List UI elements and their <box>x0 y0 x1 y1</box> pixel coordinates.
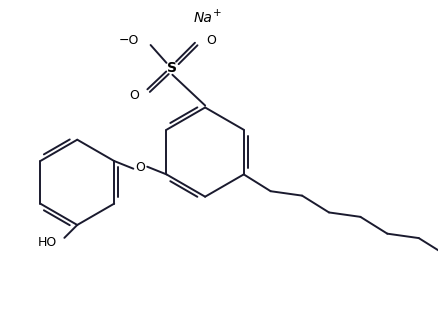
Text: S: S <box>167 61 177 75</box>
Text: HO: HO <box>38 236 58 249</box>
Text: O: O <box>129 89 139 102</box>
Text: Na: Na <box>193 11 212 25</box>
Text: +: + <box>213 8 222 18</box>
Text: −O: −O <box>118 33 139 46</box>
Text: O: O <box>206 33 216 46</box>
Text: O: O <box>136 161 145 174</box>
